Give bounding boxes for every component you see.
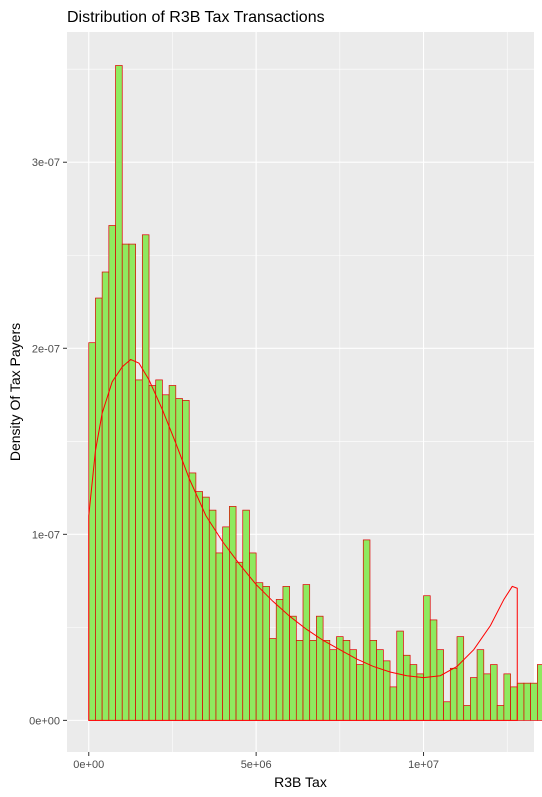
y-tick-label: 2e-07 (32, 343, 60, 355)
histogram-bar (275, 599, 284, 721)
histogram-bar (490, 664, 498, 721)
histogram-bar (536, 664, 542, 721)
histogram-bar (101, 271, 110, 721)
histogram-bar (162, 394, 170, 721)
y-axis-title: Density Of Tax Payers (7, 323, 23, 461)
y-axis: 0e+00 1e-07 2e-07 3e-07 (29, 157, 67, 727)
histogram-bar (409, 664, 418, 721)
histogram-bar (456, 636, 465, 721)
histogram-bar (349, 649, 357, 721)
histogram-bar (396, 630, 404, 721)
histogram-bars (88, 65, 542, 721)
y-tick-label: 0e+00 (29, 715, 60, 727)
histogram-bar (289, 615, 297, 721)
histogram-bar (476, 649, 485, 721)
histogram-bar (262, 586, 270, 721)
histogram-bar (369, 640, 378, 721)
histogram-bar (376, 649, 384, 721)
histogram-bar (362, 539, 371, 721)
y-tick-label: 1e-07 (32, 529, 60, 541)
histogram-bar (242, 509, 250, 721)
histogram-bar (403, 654, 411, 721)
histogram-bar (182, 400, 190, 721)
histogram-bar (530, 682, 538, 721)
histogram-bar (483, 673, 491, 721)
histogram-bar (195, 491, 203, 721)
histogram-bar (269, 638, 277, 721)
histogram-bar (463, 705, 471, 721)
histogram-bar (309, 640, 317, 721)
histogram-bar (255, 582, 264, 721)
histogram-bar (302, 584, 311, 721)
histogram-bar (202, 496, 210, 721)
histogram-bar (510, 686, 518, 721)
histogram-bar (443, 701, 451, 721)
chart-title: Distribution of R3B Tax Transactions (67, 9, 325, 26)
histogram-bar (329, 649, 337, 721)
histogram-bar (115, 65, 123, 721)
x-tick-label: 1e+07 (408, 759, 439, 771)
histogram-bar (155, 379, 163, 721)
histogram-bar (436, 649, 444, 721)
histogram-bar (235, 561, 244, 721)
histogram-bar (389, 686, 398, 721)
histogram-bar (208, 509, 217, 721)
histogram-bar (88, 342, 96, 721)
histogram-bar (416, 673, 424, 721)
density-curve (88, 358, 518, 721)
histogram-bar (121, 243, 130, 721)
histogram-bar (229, 506, 237, 721)
y-tick-label: 3e-07 (32, 157, 60, 169)
histogram-bar (429, 619, 438, 721)
histogram-bar (148, 385, 157, 721)
histogram-bar (356, 664, 364, 721)
histogram-bar (449, 667, 458, 721)
x-tick-label: 5e+06 (241, 759, 272, 771)
histogram-bar (516, 682, 525, 721)
histogram-bar (523, 682, 532, 721)
histogram-bar (215, 552, 224, 721)
histogram-bar (322, 640, 331, 721)
histogram-bar (282, 586, 290, 721)
histogram-bar (108, 225, 116, 721)
histogram-bar (188, 472, 197, 721)
histogram-bar (423, 595, 431, 721)
histogram-bar (128, 243, 136, 721)
histogram-bar (496, 705, 505, 721)
x-tick-label: 0e+00 (73, 759, 104, 771)
histogram-bar (470, 677, 478, 721)
histogram-bar (316, 615, 324, 721)
histogram-bar (222, 526, 230, 721)
histogram-bar (503, 673, 511, 721)
histogram-bar (95, 297, 103, 721)
histogram-bar (135, 379, 143, 721)
histogram-bar (141, 234, 150, 721)
x-axis-title: R3B Tax (274, 774, 327, 790)
histogram-bar (295, 640, 304, 721)
x-axis: 0e+00 5e+06 1e+07 (73, 752, 439, 771)
